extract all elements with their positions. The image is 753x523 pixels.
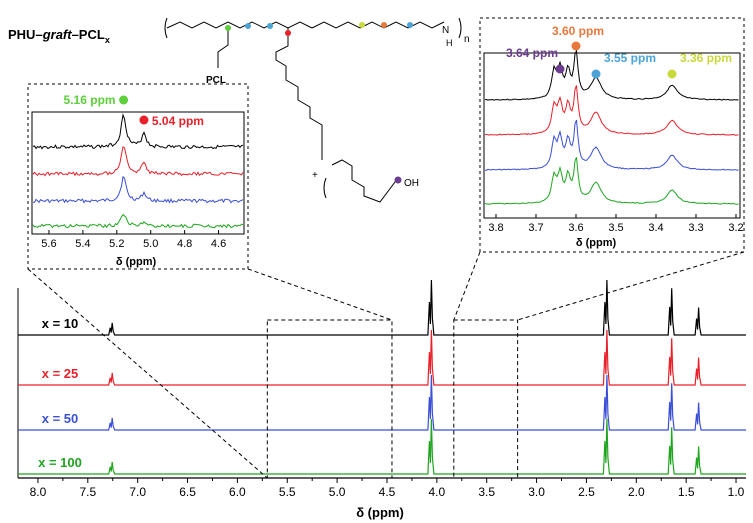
inset-spectrum-line — [32, 146, 244, 177]
main-x-tick-label: 4.0 — [429, 485, 446, 499]
right-inset-frame — [479, 17, 745, 253]
right-inset-xlabel: δ (ppm) — [576, 237, 617, 249]
inset-x-tick-label: 3.6 — [568, 222, 583, 234]
inset-x-tick-label: 4.6 — [211, 238, 226, 250]
peak-annotation: 3.60 ppm — [552, 24, 604, 38]
main-x-tick-label: 3.0 — [528, 485, 545, 499]
chart-title: PHU–graft–PCLx — [8, 27, 110, 45]
inset-x-tick-label: 3.3 — [688, 222, 703, 234]
peak-annotation: 5.16 ppm — [64, 93, 116, 107]
left-inset-xlabel: δ (ppm) — [116, 256, 157, 268]
series-label: x = 10 — [42, 316, 79, 331]
main-x-tick-label: 7.0 — [129, 485, 146, 499]
peak-marker-dot — [555, 64, 565, 74]
structure-label-n-sub: n — [464, 34, 470, 45]
peak-marker-dot — [591, 69, 601, 79]
inset-x-tick-label: 3.8 — [488, 222, 503, 234]
structure-label-n: N — [442, 25, 449, 36]
structure-label-oh: OH — [404, 178, 419, 189]
main-x-tick-label: 1.5 — [678, 485, 695, 499]
inset-x-tick-label: 5.0 — [143, 238, 158, 250]
spectrum-line — [18, 418, 746, 475]
peak-annotation: 5.04 ppm — [152, 114, 204, 128]
inset-spectrum-line — [32, 213, 244, 229]
peak-annotation: 3.36 ppm — [680, 51, 732, 65]
peak-marker-dot — [571, 41, 581, 51]
main-plot: 8.0 7.5 7.0 6.5 6.0 5.5 5.0 4.5 4.0 3.5 3.0 2.5 2.0 1… — [17, 251, 746, 499]
inset-plot-frame — [483, 52, 741, 219]
peak-marker-dot — [667, 69, 677, 79]
main-x-tick-label: 5.5 — [279, 485, 296, 499]
inset-x-tick-label: 5.4 — [75, 238, 90, 250]
inset-spectrum-line — [484, 48, 739, 101]
spectrum-line — [18, 374, 746, 431]
zoom-connector — [27, 268, 268, 479]
zoom-connector — [247, 268, 393, 321]
inset-x-tick-label: 3.4 — [648, 222, 663, 234]
main-x-tick-label: 4.5 — [379, 485, 396, 499]
left-inset-plot: 5.6 5.4 5.2 5.0 4.8 4.6 5.16 ppm 5.04 ppm — [31, 93, 245, 250]
peak-marker-dot — [119, 95, 129, 105]
spectrum-line — [18, 329, 746, 386]
main-x-tick-label: 7.5 — [79, 485, 96, 499]
series-label: x = 100 — [38, 455, 82, 470]
main-x-tick-label: 6.5 — [179, 485, 196, 499]
main-zoom-box-left — [266, 319, 393, 479]
inset-spectrum-line — [484, 85, 739, 136]
main-xlabel: δ (ppm) — [356, 505, 404, 520]
series-label: x = 50 — [42, 411, 79, 426]
inset-spectrum-line — [32, 175, 244, 204]
structure-label-h: H — [446, 38, 453, 48]
main-x-tick-label: 6.0 — [229, 485, 246, 499]
peak-annotation: 3.64 ppm — [506, 46, 558, 60]
main-x-tick-label: 1.0 — [728, 485, 745, 499]
inset-x-tick-label: 5.2 — [109, 238, 124, 250]
main-x-tick-label: 8.0 — [30, 485, 47, 499]
spectrum-line — [18, 279, 746, 336]
inset-spectrum-line — [484, 157, 739, 205]
chemical-structure — [164, 17, 462, 203]
zoom-connector — [517, 251, 745, 321]
inset-x-tick-label: 4.8 — [177, 238, 192, 250]
structure-label-pcl: PCL — [206, 75, 226, 86]
inset-x-tick-label: 5.6 — [41, 238, 56, 250]
inset-spectrum-line — [485, 119, 739, 171]
structure-label-plus: + — [312, 170, 318, 181]
peak-annotation: 3.55 ppm — [604, 51, 656, 65]
main-x-tick-label: 3.5 — [478, 485, 495, 499]
zoom-connector — [453, 251, 481, 321]
main-zoom-box-right — [453, 319, 519, 479]
left-inset-frame — [27, 83, 249, 270]
main-x-tick-label: 5.0 — [329, 485, 346, 499]
main-x-tick-label: 2.0 — [628, 485, 645, 499]
inset-spectrum-line — [32, 113, 244, 150]
series-label: x = 25 — [42, 366, 79, 381]
inset-x-tick-label: 3.7 — [528, 222, 543, 234]
right-inset-plot: 3.8 3.7 3.6 3.5 3.4 3.3 3.2 3.64 ppm 3.60 ppm3.5… — [483, 24, 744, 234]
inset-x-tick-label: 3.5 — [608, 222, 623, 234]
main-x-tick-label: 2.5 — [578, 485, 595, 499]
inset-x-tick-label: 3.2 — [728, 222, 743, 234]
structure-atom-markers — [225, 22, 413, 184]
inset-plot-frame — [31, 111, 245, 235]
peak-marker-dot — [139, 115, 149, 125]
